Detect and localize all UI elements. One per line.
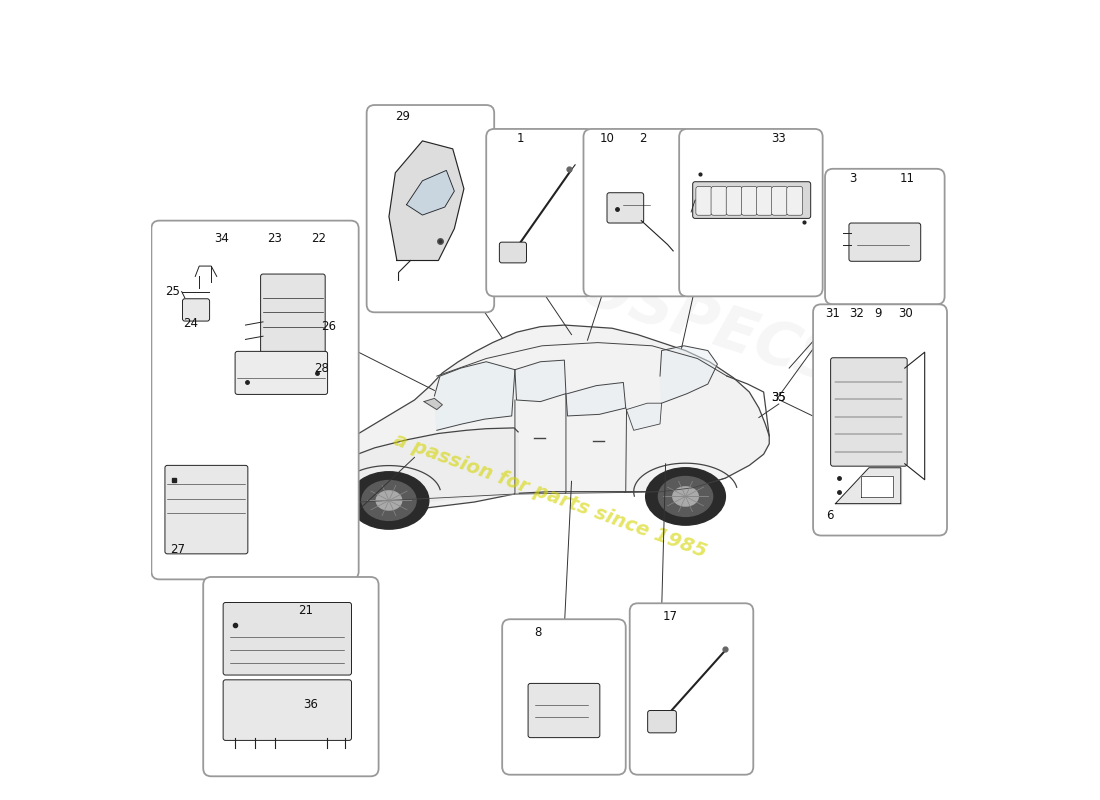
- Polygon shape: [565, 382, 626, 416]
- Polygon shape: [407, 170, 454, 215]
- Ellipse shape: [362, 481, 416, 520]
- Text: 11: 11: [900, 172, 915, 185]
- FancyBboxPatch shape: [711, 186, 727, 215]
- Polygon shape: [515, 360, 565, 402]
- FancyBboxPatch shape: [813, 304, 947, 535]
- Text: 30: 30: [899, 307, 913, 321]
- FancyBboxPatch shape: [528, 683, 600, 738]
- Polygon shape: [299, 428, 518, 509]
- FancyBboxPatch shape: [679, 129, 823, 296]
- FancyBboxPatch shape: [629, 603, 754, 774]
- FancyBboxPatch shape: [849, 223, 921, 262]
- Text: 35: 35: [771, 391, 786, 404]
- Ellipse shape: [376, 491, 402, 510]
- Text: 8: 8: [535, 626, 541, 639]
- Text: 26: 26: [321, 320, 336, 333]
- FancyBboxPatch shape: [261, 274, 326, 354]
- Text: a passion for parts since 1985: a passion for parts since 1985: [390, 430, 710, 562]
- FancyBboxPatch shape: [741, 186, 757, 215]
- FancyBboxPatch shape: [235, 351, 328, 394]
- Text: 6: 6: [826, 509, 834, 522]
- Text: 32: 32: [849, 307, 864, 321]
- FancyBboxPatch shape: [223, 602, 352, 675]
- Ellipse shape: [659, 477, 713, 516]
- Text: 17: 17: [663, 610, 678, 623]
- Text: 22: 22: [311, 233, 327, 246]
- FancyBboxPatch shape: [183, 298, 210, 321]
- Polygon shape: [424, 398, 442, 410]
- Polygon shape: [626, 403, 661, 430]
- Text: AUTOSPECS: AUTOSPECS: [444, 214, 847, 395]
- FancyBboxPatch shape: [696, 186, 712, 215]
- Text: 28: 28: [314, 362, 329, 374]
- Polygon shape: [835, 468, 901, 504]
- Text: 23: 23: [267, 233, 283, 246]
- FancyBboxPatch shape: [757, 186, 772, 215]
- Polygon shape: [660, 346, 717, 403]
- FancyBboxPatch shape: [786, 186, 803, 215]
- FancyBboxPatch shape: [152, 221, 359, 579]
- Polygon shape: [299, 325, 769, 510]
- FancyBboxPatch shape: [693, 182, 811, 218]
- Ellipse shape: [646, 468, 725, 525]
- FancyBboxPatch shape: [583, 129, 691, 296]
- Text: 34: 34: [214, 233, 229, 246]
- FancyBboxPatch shape: [499, 242, 527, 263]
- FancyBboxPatch shape: [771, 186, 788, 215]
- Polygon shape: [434, 362, 515, 430]
- Text: 10: 10: [600, 132, 615, 145]
- Text: 33: 33: [771, 132, 786, 145]
- FancyBboxPatch shape: [503, 619, 626, 774]
- FancyBboxPatch shape: [366, 105, 494, 312]
- FancyBboxPatch shape: [648, 710, 676, 733]
- FancyBboxPatch shape: [486, 129, 594, 296]
- FancyBboxPatch shape: [165, 466, 248, 554]
- Text: 35: 35: [771, 391, 786, 404]
- FancyBboxPatch shape: [825, 169, 945, 304]
- Text: 21: 21: [298, 604, 314, 617]
- Text: 31: 31: [825, 307, 839, 321]
- Text: 24: 24: [183, 317, 198, 330]
- Polygon shape: [861, 476, 893, 498]
- FancyBboxPatch shape: [726, 186, 742, 215]
- Text: 25: 25: [165, 285, 179, 298]
- Text: 9: 9: [874, 307, 882, 321]
- Polygon shape: [389, 141, 464, 261]
- Text: 1: 1: [517, 132, 525, 145]
- FancyBboxPatch shape: [204, 577, 378, 776]
- FancyBboxPatch shape: [830, 358, 908, 466]
- Ellipse shape: [673, 487, 698, 506]
- FancyBboxPatch shape: [607, 193, 644, 223]
- Text: 27: 27: [170, 543, 185, 556]
- FancyBboxPatch shape: [223, 680, 352, 741]
- Text: 36: 36: [304, 698, 318, 711]
- Ellipse shape: [349, 472, 429, 529]
- Text: 29: 29: [395, 110, 410, 122]
- Text: 2: 2: [639, 132, 647, 145]
- Text: 3: 3: [849, 172, 857, 185]
